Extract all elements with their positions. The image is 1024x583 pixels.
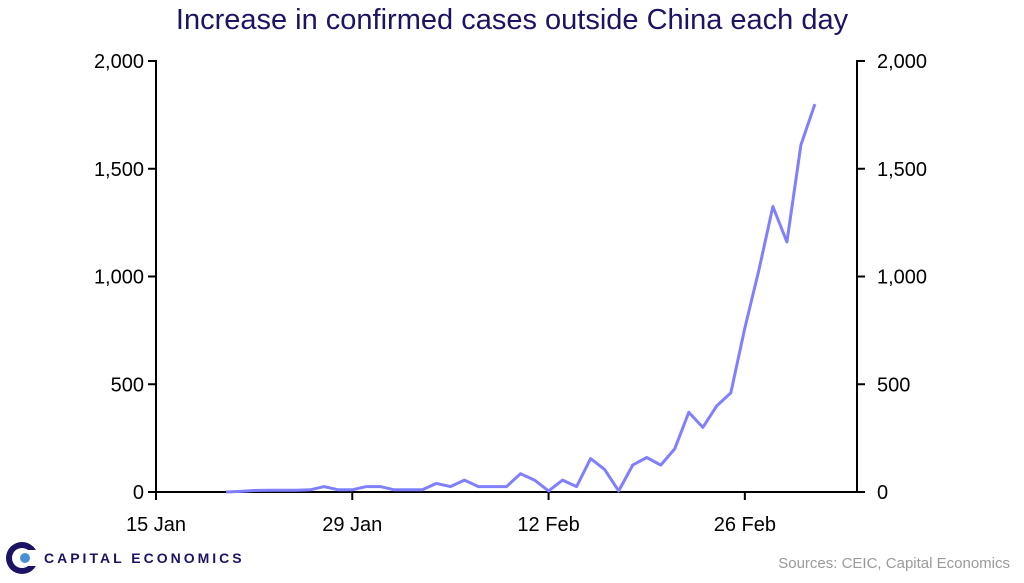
y-tick-label-left: 0 bbox=[133, 482, 144, 504]
y-tick-label-right: 0 bbox=[877, 482, 888, 504]
y-tick-label-right: 1,500 bbox=[877, 159, 927, 181]
x-tick-label: 15 Jan bbox=[126, 514, 186, 536]
series-line bbox=[226, 103, 817, 494]
y-tick-label-right: 2,000 bbox=[877, 51, 927, 73]
y-tick-label-left: 2,000 bbox=[94, 51, 144, 73]
axes bbox=[148, 60, 865, 500]
logo-text: CAPITAL ECONOMICS bbox=[44, 550, 245, 566]
capital-economics-logo: CAPITAL ECONOMICS bbox=[4, 540, 244, 576]
chart-title: Increase in confirmed cases outside Chin… bbox=[175, 4, 849, 36]
x-tick-label: 12 Feb bbox=[517, 514, 579, 536]
y-tick-label-right: 1,000 bbox=[877, 267, 927, 289]
capital-economics-logo-icon bbox=[6, 542, 40, 574]
tick-labels: 0 0 500 500 1,000 1,000 1,500 1,500 2,000 2,000 15… bbox=[94, 51, 927, 536]
y-tick-label-right: 500 bbox=[877, 374, 910, 396]
y-tick-label-left: 1,500 bbox=[94, 159, 144, 181]
x-tick-label: 26 Feb bbox=[714, 514, 776, 536]
x-tick-label: 29 Jan bbox=[322, 514, 382, 536]
y-tick-label-left: 500 bbox=[111, 374, 144, 396]
y-tick-label-left: 1,000 bbox=[94, 267, 144, 289]
source-note: Sources: CEIC, Capital Economics bbox=[778, 555, 1010, 572]
